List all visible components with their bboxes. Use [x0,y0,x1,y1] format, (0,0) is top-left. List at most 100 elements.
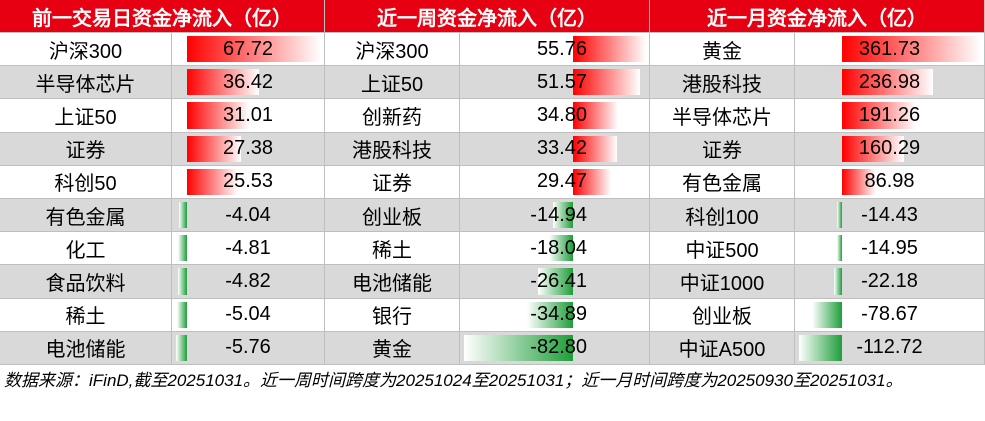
value-text: -112.72 [856,336,923,359]
data-bar [833,268,843,295]
value-cell: -4.04 [172,199,325,233]
value-cell: 25.53 [172,165,325,199]
value-cell: -5.76 [172,331,325,365]
data-bar [177,268,188,295]
value-text: -14.94 [530,203,587,226]
value-cell: -5.04 [172,298,325,332]
name-cell: 有色金属 [650,165,795,199]
name-text: 科创100 [685,206,759,229]
name-text: 创业板 [692,306,752,329]
data-bar [572,168,612,195]
name-cell: 中证1000 [650,265,795,299]
name-cell: 有色金属 [0,199,172,233]
value-cell: -34.89 [460,298,650,332]
name-text: 银行 [372,306,412,329]
header-text: 近一周资金净流入（亿） [377,7,597,30]
value-cell: 29.47 [460,165,650,199]
data-bar [842,135,904,162]
value-cell: 36.42 [172,66,325,100]
name-cell: 稀土 [0,298,172,332]
value-text: -4.04 [225,203,271,226]
value-cell: -14.94 [460,199,650,233]
data-bar [572,36,646,63]
value-text: 236.98 [858,70,921,93]
value-text: 34.80 [536,103,587,126]
name-cell: 创业板 [325,199,460,233]
value-cell: -26.41 [460,265,650,299]
name-text: 稀土 [372,239,412,262]
value-cell: -4.81 [172,232,325,266]
name-text: 创新药 [362,106,422,129]
name-cell: 中证A500 [650,331,795,365]
value-text: 27.38 [222,137,274,160]
name-text: 有色金属 [45,206,126,229]
name-text: 电池储能 [352,272,432,295]
value-text: 55.76 [536,37,587,60]
header-cell: 前一交易日资金净流入（亿） [0,0,325,33]
name-text: 沪深300 [355,40,429,63]
value-text: 51.57 [536,70,587,93]
name-text: 有色金属 [682,173,762,196]
name-cell: 证券 [0,132,172,166]
value-text: -4.82 [225,269,271,292]
name-text: 证券 [372,173,412,196]
value-cell: 27.38 [172,132,325,166]
data-bar [842,102,916,129]
value-text: -5.04 [225,303,271,326]
value-text: -26.41 [530,269,587,292]
name-text: 创业板 [362,206,422,229]
name-cell: 港股科技 [650,66,795,100]
name-text: 证券 [65,140,106,163]
name-text: 半导体芯片 [672,106,772,129]
value-cell: 236.98 [795,66,985,100]
data-bar [538,268,573,295]
data-bar [842,69,934,96]
name-cell: 银行 [325,298,460,332]
name-cell: 黄金 [650,33,795,67]
value-cell: -22.18 [795,265,985,299]
value-text: -14.43 [861,203,918,226]
value-cell: 361.73 [795,33,985,67]
value-text: 191.26 [858,103,921,126]
value-text: 361.73 [858,37,921,60]
name-text: 中证A500 [678,339,766,362]
name-cell: 沪深300 [325,33,460,67]
data-bar [464,334,573,361]
value-cell: -4.82 [172,265,325,299]
data-bar [187,69,260,96]
value-cell: 55.76 [460,33,650,67]
name-cell: 沪深300 [0,33,172,67]
data-bar [187,135,242,162]
value-cell: -112.72 [795,331,985,365]
value-text: -5.76 [225,336,271,359]
name-cell: 证券 [650,132,795,166]
value-text: -18.04 [530,236,587,259]
name-cell: 上证50 [325,66,460,100]
header-text: 近一月资金净流入（亿） [707,7,927,30]
value-cell: 160.29 [795,132,985,166]
name-cell: 证券 [325,165,460,199]
value-cell: -14.43 [795,199,985,233]
data-bar [179,202,188,229]
name-cell: 化工 [0,232,172,266]
name-text: 半导体芯片 [35,73,136,96]
value-cell: 86.98 [795,165,985,199]
value-text: -78.67 [861,303,918,326]
name-cell: 半导体芯片 [0,66,172,100]
data-bar [572,102,619,129]
value-cell: -82.80 [460,331,650,365]
name-cell: 半导体芯片 [650,99,795,133]
name-text: 上证50 [54,106,117,129]
name-text: 证券 [702,140,742,163]
footnote: 数据来源：iFinD,截至20251031。近一周时间跨度为20251024至2… [4,371,903,390]
value-text: -82.80 [530,336,587,359]
data-bar [176,334,188,361]
name-cell: 上证50 [0,99,172,133]
data-bar [177,235,188,262]
value-cell: 33.42 [460,132,650,166]
value-text: 33.42 [536,137,587,160]
name-text: 上证50 [360,73,424,96]
data-bar [572,135,617,162]
name-text: 中证1000 [679,272,765,295]
